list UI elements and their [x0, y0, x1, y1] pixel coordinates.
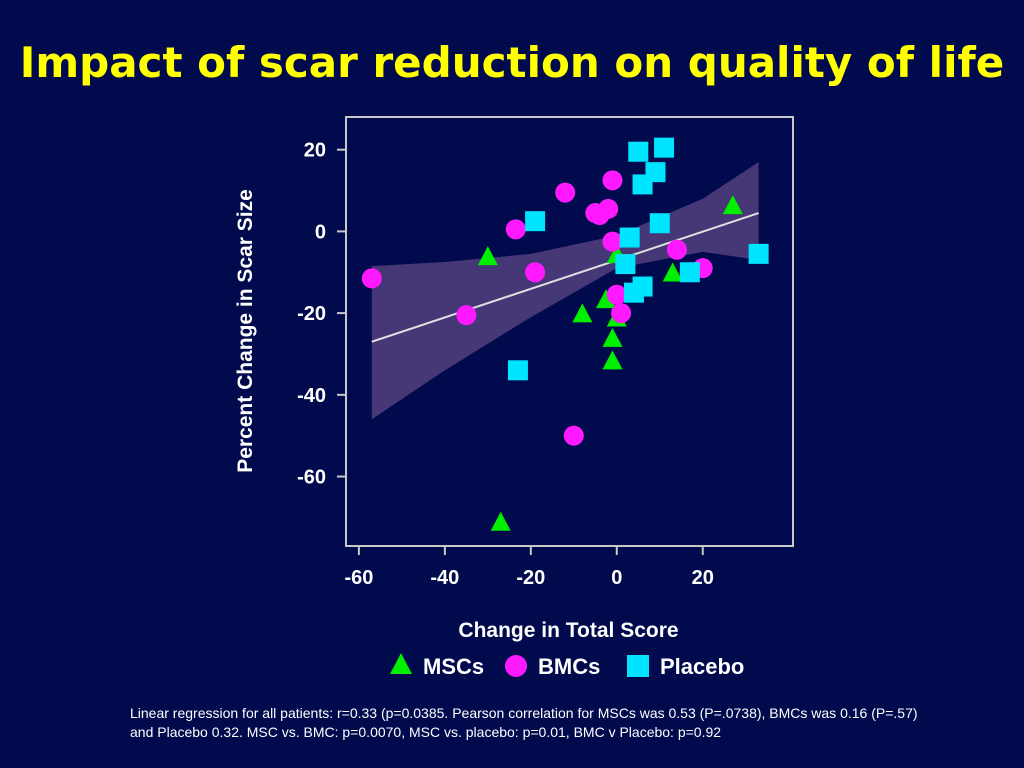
- x-tick-label: 20: [692, 567, 714, 589]
- bmcs-point-12: [606, 284, 627, 305]
- regression-line: [371, 212, 759, 343]
- y-tick-label: 20: [304, 140, 326, 162]
- legend-label-mscs: MSCs: [423, 654, 484, 679]
- bmcs-point-11: [602, 231, 623, 252]
- legend-marker-bmcs: [505, 655, 527, 677]
- series-placebo: [507, 137, 769, 381]
- legend-label-placebo: Placebo: [660, 654, 744, 679]
- bmcs-point-1: [361, 268, 382, 289]
- bmcs-point-2: [456, 305, 477, 326]
- bmcs-point-3: [505, 219, 526, 240]
- placebo-point-11: [632, 276, 653, 297]
- mscs-point-7: [602, 350, 623, 370]
- mscs-point-4: [596, 289, 617, 309]
- bmcs-point-6: [563, 425, 584, 446]
- y-axis-label: Percent Change in Scar Size: [234, 189, 257, 473]
- legend-marker-placebo: [627, 655, 649, 677]
- x-tick-label: -60: [344, 567, 373, 589]
- legend-marker-mscs: [390, 653, 412, 674]
- x-tick-label: 0: [611, 567, 622, 589]
- mscs-point-9: [662, 262, 683, 282]
- bmcs-point-9: [598, 198, 619, 219]
- legend-item-bmcs: BMCs: [505, 654, 600, 679]
- scatter-chart: -60 -40 -20 0 20 20 0 -20 -40 -60 Change in Total …: [234, 116, 794, 679]
- y-tick-label: 0: [315, 221, 326, 243]
- plot-frame: [345, 116, 794, 547]
- slide-title: Impact of scar reduction on quality of l…: [19, 38, 1005, 87]
- bmcs-point-14: [666, 239, 687, 260]
- x-tick-label: -20: [516, 567, 545, 589]
- x-axis-label: Change in Total Score: [458, 619, 678, 642]
- legend-item-mscs: MSCs: [390, 653, 484, 679]
- mscs-point-3: [572, 303, 593, 323]
- plot-area: [361, 137, 769, 531]
- y-tick-label: -20: [297, 303, 326, 325]
- placebo-point-7: [649, 213, 670, 234]
- chart-legend: MSCs BMCs Placebo: [390, 653, 744, 679]
- mscs-point-2: [490, 511, 511, 531]
- mscs-point-10: [722, 195, 743, 215]
- mscs-point-5: [602, 327, 623, 347]
- placebo-point-4: [654, 137, 675, 158]
- bmcs-point-13: [611, 303, 632, 324]
- x-tick-label: -40: [430, 567, 459, 589]
- bmcs-point-4: [525, 262, 546, 283]
- y-tick-label: -40: [297, 385, 326, 407]
- legend-item-placebo: Placebo: [627, 654, 744, 679]
- legend-label-bmcs: BMCs: [538, 654, 600, 679]
- placebo-point-3: [628, 141, 649, 162]
- bmcs-point-10: [602, 170, 623, 191]
- placebo-point-6: [645, 162, 666, 183]
- bmcs-point-5: [555, 182, 576, 203]
- placebo-point-12: [679, 262, 700, 283]
- chart-axes: -60 -40 -20 0 20 20 0 -20 -40 -60 Change in Total …: [234, 116, 794, 642]
- placebo-point-9: [615, 254, 636, 275]
- placebo-point-2: [525, 211, 546, 232]
- y-tick-label: -60: [297, 467, 326, 489]
- placebo-point-13: [748, 243, 769, 264]
- mscs-point-1: [477, 246, 498, 266]
- placebo-point-8: [619, 227, 640, 248]
- placebo-point-1: [507, 360, 528, 381]
- statistics-caption: Linear regression for all patients: r=0.…: [130, 705, 918, 740]
